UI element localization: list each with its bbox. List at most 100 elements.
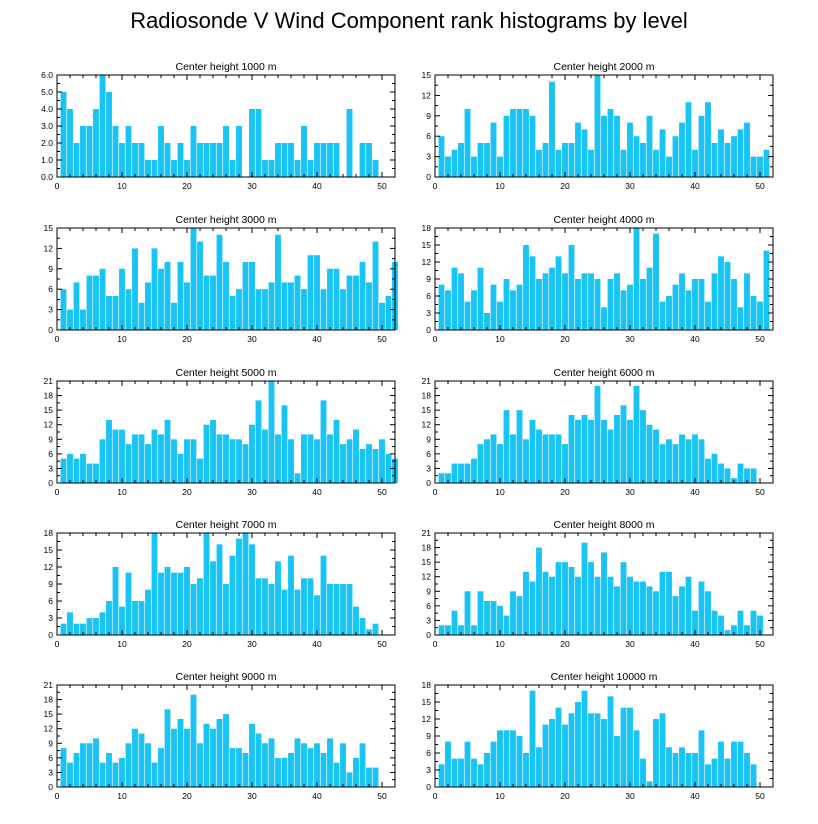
histogram-bar (588, 713, 594, 787)
histogram-bar (158, 126, 164, 177)
histogram-bar (320, 143, 327, 177)
histogram-bar (327, 738, 333, 787)
y-tick-label: 15 (44, 223, 54, 233)
y-tick-label: 6 (426, 131, 431, 141)
histogram-bar (314, 439, 320, 483)
histogram-bar (757, 301, 763, 330)
histogram-bar (242, 753, 249, 787)
histogram-bar (99, 75, 106, 177)
histogram-bar (640, 410, 646, 483)
histogram-bar (594, 713, 601, 787)
x-tick-label: 50 (755, 334, 765, 344)
histogram-bar (385, 453, 392, 483)
histogram-bar (646, 781, 653, 787)
histogram-bar (607, 109, 614, 177)
y-tick-label: 5.0 (41, 87, 53, 97)
histogram-bar (307, 255, 314, 330)
y-tick-label: 0.0 (41, 172, 53, 182)
histogram-bar (294, 589, 301, 635)
histogram-bar (346, 772, 353, 787)
histogram-bar (372, 767, 379, 787)
histogram-bar (451, 463, 458, 483)
y-tick-label: 9 (426, 274, 431, 284)
histogram-bar (314, 743, 320, 787)
histogram-bar (99, 612, 106, 635)
histogram-bar (275, 561, 281, 635)
x-tick-label: 40 (690, 334, 700, 344)
histogram-bar (484, 753, 490, 787)
panel-title: Center height 3000 m (176, 214, 277, 226)
histogram-bar (666, 571, 672, 635)
y-tick-label: 9 (48, 738, 53, 748)
histogram-bar (327, 143, 333, 177)
histogram-bar (549, 719, 555, 787)
histogram-bar (184, 728, 190, 787)
histogram-bar (679, 747, 685, 787)
x-tick-label: 40 (690, 181, 700, 191)
histogram-bar (594, 576, 601, 635)
histogram-bar (301, 743, 307, 787)
y-tick-label: 3 (48, 305, 53, 315)
panel-title: Center height 7000 m (176, 519, 277, 531)
histogram-bar (471, 758, 477, 787)
histogram-bar (601, 307, 607, 330)
histogram-bar (672, 444, 679, 483)
histogram-bar (229, 555, 236, 635)
histogram-bar (620, 707, 627, 787)
histogram-bar (562, 444, 568, 483)
histogram-bar (99, 762, 106, 787)
histogram-panel: Center height 3000 m 0 10 20 30 40 50 0 3 6 9 12 15 (44, 214, 398, 344)
histogram-bar (372, 449, 379, 483)
histogram-bar (125, 289, 132, 330)
histogram-bar (575, 279, 581, 330)
y-tick-label: 15 (422, 557, 432, 567)
histogram-bar (132, 143, 138, 177)
panel-title: Center height 10000 m (551, 671, 658, 683)
x-tick-label: 50 (377, 639, 387, 649)
histogram-bar (242, 533, 249, 635)
histogram-bar (503, 115, 510, 177)
y-tick-label: 18 (44, 391, 54, 401)
histogram-bar (138, 143, 145, 177)
histogram-bar (307, 160, 314, 177)
histogram-bar (73, 282, 80, 330)
histogram-bar (203, 533, 210, 635)
histogram-bar (731, 136, 737, 177)
histogram-bar (151, 160, 158, 177)
y-tick-label: 3 (426, 615, 431, 625)
x-tick-label: 20 (560, 639, 570, 649)
histogram-bar (536, 149, 542, 177)
histogram-bar (445, 473, 451, 483)
histogram-bar (197, 458, 203, 483)
histogram-bar (497, 156, 503, 177)
histogram-bar (718, 256, 724, 330)
y-tick-label: 0 (48, 325, 53, 335)
histogram-bar (184, 160, 190, 177)
histogram-bar (132, 728, 138, 787)
histogram-bar (607, 279, 614, 330)
panel-title: Center height 2000 m (554, 61, 655, 73)
histogram-bar (575, 122, 581, 177)
histogram-bar (210, 419, 216, 483)
histogram-bar (646, 115, 653, 177)
histogram-bar (73, 623, 80, 635)
histogram-bar (210, 728, 216, 787)
x-tick-label: 0 (433, 791, 438, 801)
histogram-bar (327, 434, 333, 483)
histogram-bar (99, 439, 106, 483)
histogram-bar (705, 764, 711, 787)
histogram-bar (80, 743, 86, 787)
y-tick-label: 12 (422, 257, 432, 267)
x-tick-label: 20 (182, 181, 192, 191)
histogram-bar (581, 129, 588, 177)
histogram-bar (138, 601, 145, 635)
histogram-bar (190, 126, 197, 177)
histogram-bar (262, 743, 268, 787)
histogram-bar (255, 578, 262, 635)
histogram-bar (314, 255, 320, 330)
histogram-bar (614, 273, 620, 330)
histogram-bar (372, 623, 379, 635)
histogram-bar (385, 296, 392, 330)
histogram-bar (379, 439, 385, 483)
histogram-bar (359, 449, 366, 483)
